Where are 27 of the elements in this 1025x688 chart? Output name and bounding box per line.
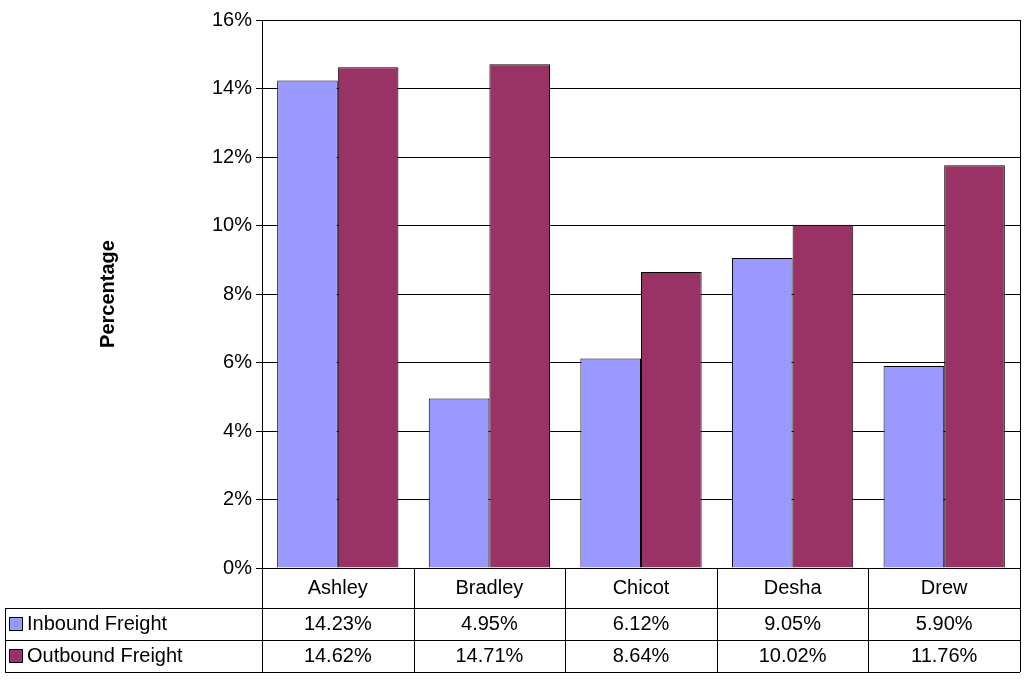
data-label: 5.90% xyxy=(915,611,973,634)
x-tick-label: Chicot xyxy=(612,575,670,598)
y-tick-label: 8% xyxy=(223,281,253,304)
data-label: 14.62% xyxy=(303,643,372,666)
x-tick-label: Bradley xyxy=(455,575,524,598)
y-tick-label: 12% xyxy=(211,144,253,167)
data-label: 6.12% xyxy=(612,611,670,634)
data-label: 14.23% xyxy=(303,611,372,634)
y-axis-title: Percentage xyxy=(95,240,118,348)
y-tick-label: 6% xyxy=(223,350,253,373)
y-tick-label: 16% xyxy=(211,7,253,30)
y-tick-label: 14% xyxy=(211,76,253,99)
data-label: 4.95% xyxy=(461,611,518,634)
legend-label: Outbound Freight xyxy=(27,643,184,666)
data-label: 10.02% xyxy=(758,643,827,666)
data-label: 8.64% xyxy=(612,643,670,666)
x-tick-label: Drew xyxy=(920,575,969,598)
y-tick-label: 2% xyxy=(223,487,253,510)
data-label: 14.71% xyxy=(455,643,524,666)
x-tick-label: Desha xyxy=(763,575,823,598)
y-tick-label: 10% xyxy=(211,213,253,236)
x-tick-label: Ashley xyxy=(307,575,368,598)
y-tick-label: 4% xyxy=(223,418,253,441)
y-tick-label: 0% xyxy=(223,555,253,578)
data-label: 11.76% xyxy=(911,643,978,666)
data-label: 9.05% xyxy=(764,611,822,634)
legend-label: Inbound Freight xyxy=(27,611,168,634)
